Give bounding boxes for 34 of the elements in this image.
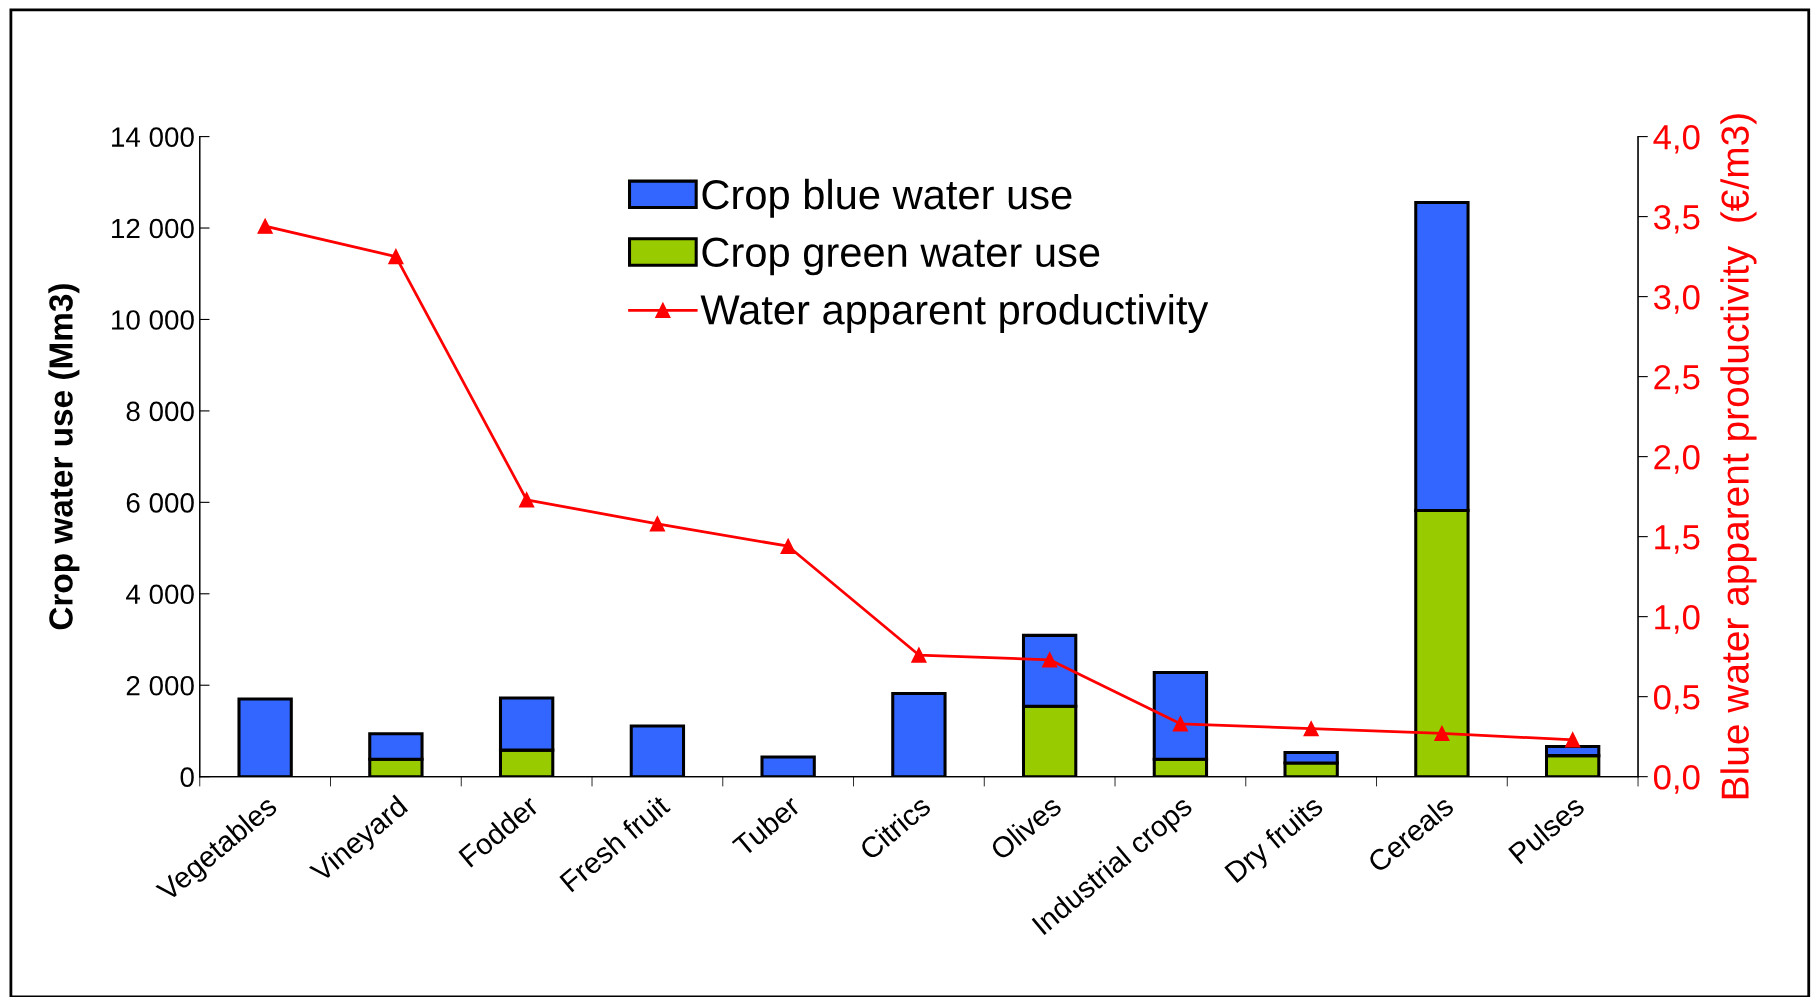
point — [1172, 716, 1189, 732]
y-axis-title: Crop water use (Mm3) — [48, 284, 80, 630]
y2-tick-label: 3,0 — [1653, 284, 1700, 314]
y-tick-label: 12 000 — [112, 218, 194, 239]
point — [649, 516, 666, 532]
y2-tick-label: 1,0 — [1655, 604, 1700, 634]
y-tick-label: 2 000 — [126, 675, 194, 696]
point — [1565, 732, 1581, 748]
point — [388, 248, 404, 265]
y-tick-label: 8 000 — [126, 401, 194, 422]
point — [1303, 721, 1319, 737]
legend-label: Water apparent productivity — [700, 294, 1209, 333]
y-tick-label: 10 000 — [112, 310, 194, 330]
y2-tick-label: 0,0 — [1653, 765, 1700, 794]
y-tick-label: 14 000 — [112, 127, 194, 147]
y2-tick-label: 3,5 — [1653, 204, 1700, 234]
y-tick-label: 0 — [180, 767, 194, 787]
legend-label: Crop green water use — [702, 237, 1100, 276]
point — [257, 218, 273, 234]
point — [1042, 652, 1058, 668]
point — [911, 647, 927, 663]
y2-tick-label: 0,5 — [1653, 684, 1700, 714]
point — [519, 492, 535, 508]
y2-tick-label: 2,0 — [1654, 444, 1700, 474]
y2-tick-label: 4,0 — [1653, 124, 1700, 154]
legend-label: Crop blue water use — [702, 178, 1072, 218]
y-tick-label: 4 000 — [126, 584, 194, 605]
y-tick-label: 6 000 — [126, 493, 194, 513]
x-tick-label: Dry fruits — [1223, 794, 1328, 888]
y2-tick-label: 2,5 — [1654, 364, 1700, 394]
y2-tick-label: 1,5 — [1655, 525, 1700, 554]
point — [1434, 725, 1450, 742]
point — [780, 538, 796, 554]
y2-axis-title: Blue water apparent productivity (€/m3) — [1720, 114, 1757, 799]
